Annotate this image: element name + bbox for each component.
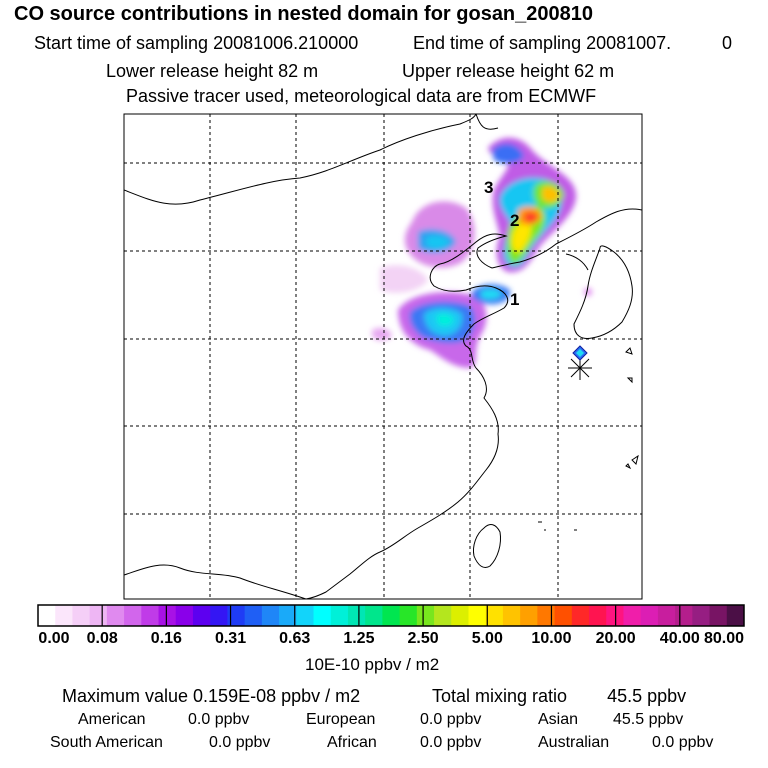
- colorbar-swatch: [485, 605, 504, 626]
- trajectory-label-1: 1: [510, 290, 519, 309]
- upper-release-height: Upper release height 62 m: [402, 61, 615, 81]
- map-area: [124, 114, 642, 599]
- colorbar-swatch: [210, 605, 228, 626]
- chart-title: CO source contributions in nested domain…: [14, 3, 594, 25]
- concentration-plume: [372, 137, 592, 368]
- colorbar-swatch: [89, 605, 108, 626]
- colorbar-swatch: [623, 605, 642, 626]
- colorbar-swatch: [382, 605, 401, 626]
- region-name: South American: [50, 734, 163, 751]
- colorbar-tick-label: 80.00: [703, 630, 745, 647]
- colorbar-swatch: [640, 605, 659, 626]
- colorbar-swatch: [709, 605, 728, 626]
- total-mixing-ratio-label: Total mixing ratio: [432, 686, 568, 706]
- region-name: Asian: [538, 711, 579, 728]
- colorbar-tick-label: 40.00: [659, 630, 700, 647]
- region-value: 0.0 ppbv: [652, 734, 714, 751]
- trajectory-label-3: 3: [484, 178, 493, 197]
- region-name: American: [78, 711, 146, 728]
- colorbar-swatch: [227, 605, 246, 626]
- maximum-value: Maximum value 0.159E-08 ppbv / m2: [62, 686, 361, 706]
- colorbar-swatch: [726, 605, 745, 626]
- colorbar-tick-label: 10.00: [531, 630, 572, 647]
- region-value: 0.0 ppbv: [420, 711, 482, 728]
- lower-release-height: Lower release height 82 m: [106, 61, 319, 81]
- colorbar-swatch: [554, 605, 573, 626]
- lat-lon-grid: [124, 114, 642, 599]
- colorbar-tick-label: 0.31: [214, 630, 247, 647]
- colorbar-tick-label: 0.16: [150, 630, 182, 647]
- colorbar-swatch: [675, 605, 693, 626]
- colorbar-swatch: [158, 605, 177, 626]
- map-frame: [123, 113, 643, 600]
- colorbar-tick-label: 5.00: [471, 630, 503, 647]
- colorbar-swatch: [657, 605, 676, 626]
- colorbar-swatch: [347, 605, 366, 626]
- total-mixing-ratio: Total mixing ratio 45.5 ppbv: [432, 686, 686, 707]
- colorbar-swatch: [416, 605, 435, 626]
- colorbar-swatch: [571, 605, 590, 626]
- colorbar-swatch: [261, 605, 280, 626]
- colorbar: [38, 605, 745, 626]
- region-value: 0.0 ppbv: [420, 734, 482, 751]
- region-value: 0.0 ppbv: [209, 734, 271, 751]
- colorbar-swatch: [692, 605, 711, 626]
- colorbar-swatch: [399, 605, 418, 626]
- colorbar-swatch: [434, 605, 452, 626]
- colorbar-swatch: [520, 605, 538, 626]
- colorbar-swatch: [192, 605, 211, 626]
- colorbar-tick-label: 0.63: [279, 630, 311, 647]
- total-mixing-ratio-value: 45.5 ppbv: [607, 686, 687, 706]
- trajectory-label-2: 2: [510, 211, 519, 230]
- end-time-suffix: 0: [722, 33, 733, 53]
- colorbar-swatch: [279, 605, 297, 626]
- colorbar-swatch: [38, 605, 56, 626]
- start-time-label: Start time of sampling 20081006.210000: [34, 33, 359, 53]
- colorbar-tick-label: 0.08: [86, 630, 118, 647]
- colorbar-swatch: [502, 605, 521, 626]
- colorbar-swatch: [55, 605, 73, 626]
- coastlines: [124, 114, 642, 599]
- colorbar-unit: 10E-10 ppbv / m2: [305, 655, 440, 674]
- region-name: European: [306, 711, 376, 728]
- region-value: 0.0 ppbv: [188, 711, 250, 728]
- colorbar-swatch: [468, 605, 487, 626]
- colorbar-frame: [37, 604, 745, 627]
- colorbar-swatch: [244, 605, 263, 626]
- colorbar-swatch: [330, 605, 349, 626]
- end-time-label: End time of sampling 20081007.: [413, 33, 672, 53]
- colorbar-swatch: [451, 605, 469, 626]
- tracer-note: Passive tracer used, meteorological data…: [126, 86, 597, 106]
- colorbar-swatch: [175, 605, 194, 626]
- colorbar-swatch: [141, 605, 160, 626]
- colorbar-tick-label: 20.00: [595, 630, 636, 647]
- colorbar-swatch: [124, 605, 142, 626]
- colorbar-swatch: [72, 605, 91, 626]
- colorbar-swatch: [365, 605, 383, 626]
- colorbar-tick-label: 2.50: [407, 630, 439, 647]
- colorbar-swatch: [537, 605, 556, 626]
- colorbar-tick-label: 1.25: [343, 630, 375, 647]
- region-name: Australian: [538, 734, 610, 751]
- colorbar-swatch: [589, 605, 607, 626]
- region-name: African: [327, 734, 377, 751]
- colorbar-swatch: [296, 605, 315, 626]
- colorbar-swatch: [106, 605, 125, 626]
- colorbar-swatch: [313, 605, 332, 626]
- colorbar-tick-label: 0.00: [38, 630, 70, 647]
- asterisk-icon: [568, 356, 592, 380]
- region-value: 45.5 ppbv: [613, 711, 684, 728]
